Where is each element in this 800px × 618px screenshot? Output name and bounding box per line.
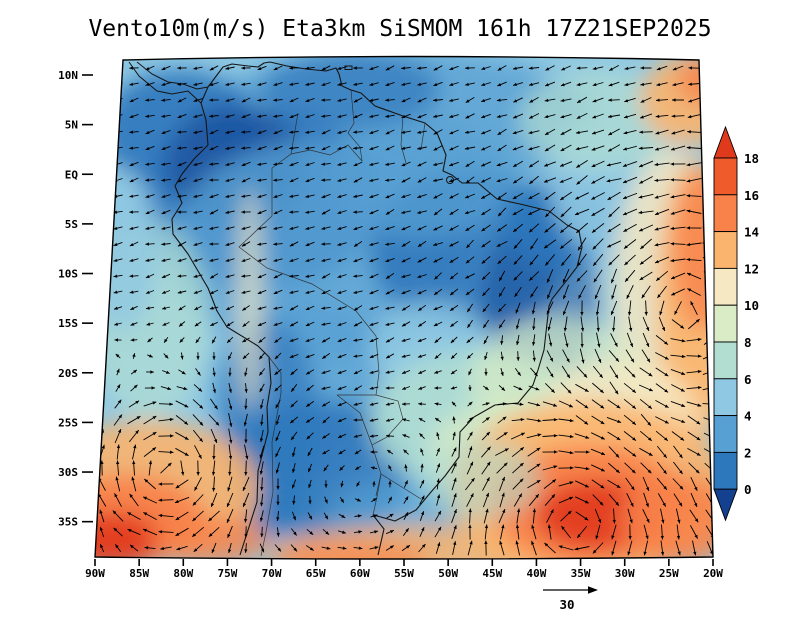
country-border — [347, 89, 363, 162]
lon-tick-label: 65W — [306, 567, 326, 580]
lon-tick-label: 70W — [262, 567, 282, 580]
lat-tick-label: 5S — [65, 218, 78, 231]
shading-blob — [150, 515, 270, 559]
lon-tick-label: 20W — [703, 567, 723, 580]
wind-speed-field — [95, 56, 713, 559]
lat-tick-label: 25S — [58, 416, 78, 429]
colorbar-tick-label: 10 — [744, 298, 759, 313]
island-trinidad — [344, 65, 353, 70]
country-border — [268, 356, 282, 393]
shading-blob — [95, 170, 160, 330]
country-border — [400, 115, 407, 164]
colorbar: 18 16 14 12 10 8 6 4 2 0 — [713, 125, 759, 522]
country-border — [372, 473, 382, 516]
shading-blob — [236, 190, 264, 410]
colorbar-tick-label: 8 — [744, 335, 752, 350]
lat-tick-label: 10S — [58, 268, 78, 281]
country-border — [380, 473, 422, 500]
shading-blob — [672, 170, 713, 330]
colorbar-band — [713, 231, 738, 269]
lon-tick-label: 40W — [526, 567, 546, 580]
lat-tick-label: 10N — [58, 69, 78, 82]
lon-tick-label: 50W — [438, 567, 458, 580]
colorbar-tick-label: 2 — [744, 445, 752, 460]
colorbar-tick-label: 16 — [744, 188, 759, 203]
reference-vector-arrowhead — [588, 586, 598, 594]
speed-shading — [95, 56, 713, 559]
island-galapagos — [106, 179, 110, 183]
colorbar-tick-label: 18 — [744, 151, 759, 166]
shading-blob — [270, 540, 430, 559]
lon-tick-label: 80W — [173, 567, 193, 580]
country-border — [260, 392, 282, 557]
lat-tick-label: 35S — [58, 516, 78, 529]
shading-blob — [95, 512, 165, 559]
reference-vector-label: 30 — [559, 597, 574, 612]
lon-tick-label: 55W — [394, 567, 414, 580]
generated-plot-layers: 10N 5N EQ 5S 10S 15S 20S 25S 30S 35S 90W 85W 80W 75W 7… — [58, 55, 759, 580]
colorbar-band — [713, 157, 738, 196]
lat-tick-label: 30S — [58, 466, 78, 479]
colorbar-band — [713, 451, 738, 490]
colorbar-band — [713, 415, 738, 453]
lon-tick-label: 85W — [129, 567, 149, 580]
colorbar-tick-label: 6 — [744, 372, 752, 387]
reference-vector: 30 — [543, 586, 598, 612]
lon-tick-label: 75W — [217, 567, 237, 580]
colorbar-arrow-over — [713, 125, 738, 159]
colorbar-band — [713, 341, 738, 380]
colorbar-band — [713, 267, 738, 306]
island-galapagos — [95, 169, 99, 173]
lon-tick-label: 60W — [350, 567, 370, 580]
shading-blob — [677, 56, 713, 105]
colorbar-tick-label: 12 — [744, 261, 759, 276]
colorbar-tick-label: 14 — [744, 225, 759, 240]
country-border — [420, 122, 426, 151]
shading-blob — [520, 70, 680, 170]
coastline-central-america-pacific — [128, 61, 202, 104]
colorbar-band — [713, 378, 738, 417]
lon-tick-label: 90W — [85, 567, 105, 580]
lat-tick-label: EQ — [65, 168, 79, 181]
lon-tick-label: 35W — [571, 567, 591, 580]
lat-tick-label: 5N — [65, 119, 78, 132]
country-border — [290, 144, 363, 162]
colorbar-tick-label: 4 — [744, 409, 752, 424]
map-frame — [94, 55, 714, 560]
lon-tick-label: 30W — [615, 567, 635, 580]
coastline-central-america-caribbean — [136, 61, 209, 90]
country-border — [238, 112, 380, 396]
island-galapagos — [98, 174, 104, 180]
colorbar-band — [713, 194, 738, 233]
colorbar-tick-label: 0 — [744, 482, 752, 497]
lon-tick-label: 25W — [659, 567, 679, 580]
shading-blob — [420, 440, 540, 520]
lat-tick-label: 15S — [58, 317, 78, 330]
lon-tick-label: 45W — [482, 567, 502, 580]
colorbar-band — [713, 304, 738, 343]
plot-title: Vento10m(m/s) Eta3km SiSMOM 161h 17Z21SE… — [88, 16, 711, 42]
lat-tick-label: 20S — [58, 367, 78, 380]
colorbar-arrow-under — [713, 488, 738, 522]
